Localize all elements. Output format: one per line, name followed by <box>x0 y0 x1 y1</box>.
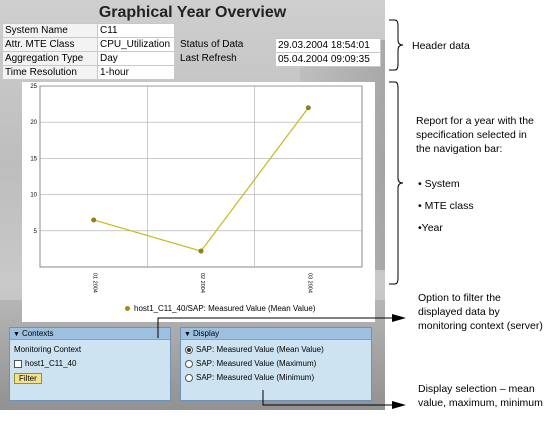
year-chart: 5 10 15 20 25 01 2004 02 2004 03 2004 <box>22 82 375 322</box>
bullet-system: • System <box>418 178 460 190</box>
display-option-label: SAP: Measured Value (Minimum) <box>196 373 315 382</box>
data-point <box>305 105 311 111</box>
collapse-triangle-icon[interactable]: ▼ <box>13 331 20 338</box>
display-annotation: Display selection – mean value, maximum,… <box>418 383 543 409</box>
context-checkbox-label: host1_C11_40 <box>25 359 77 368</box>
display-arrow-line <box>262 390 392 406</box>
last-refresh-value: 05.04.2004 09:09:35 <box>275 52 381 67</box>
display-option-label: SAP: Measured Value (Mean Value) <box>196 345 324 354</box>
page-title: Graphical Year Overview <box>98 4 287 21</box>
last-refresh-label: Last Refresh <box>180 53 237 64</box>
x-tick-label: 02 2004 <box>199 273 205 293</box>
display-option-label: SAP: Measured Value (Maximum) <box>196 359 317 368</box>
display-option-mean[interactable]: SAP: Measured Value (Mean Value) <box>185 345 371 354</box>
monitoring-context-label: Monitoring Context <box>14 345 82 354</box>
report-annotation: Report for a year with the specification… <box>416 115 534 155</box>
report-bracket <box>389 81 404 285</box>
y-tick-label: 5 <box>34 229 38 235</box>
line-chart: 5 10 15 20 25 01 2004 02 2004 03 2004 <box>30 84 363 293</box>
legend-marker <box>125 306 130 312</box>
x-tick-label: 03 2004 <box>306 273 312 293</box>
display-arrow-head <box>392 401 406 409</box>
y-tick-label: 20 <box>30 120 37 126</box>
context-checkbox[interactable] <box>14 359 22 368</box>
contexts-panel-title: Contexts <box>21 329 54 338</box>
context-option[interactable]: host1_C11_40 <box>14 359 170 368</box>
display-option-minimum[interactable]: SAP: Measured Value (Minimum) <box>185 373 371 382</box>
x-tick-label: 01 2004 <box>92 273 98 293</box>
display-option-maximum[interactable]: SAP: Measured Value (Maximum) <box>185 359 371 368</box>
bullet-year: •Year <box>418 222 443 234</box>
plot-area <box>39 85 363 268</box>
radio-button[interactable] <box>185 359 193 368</box>
data-point <box>91 217 97 223</box>
radio-button[interactable] <box>185 373 193 382</box>
y-tick-label: 10 <box>30 193 37 199</box>
filter-arrow-line <box>157 317 392 338</box>
collapse-triangle-icon[interactable]: ▼ <box>184 331 191 338</box>
display-panel: ▼ Display SAP: Measured Value (Mean Value… <box>180 327 372 401</box>
status-of-data-label: Status of Data <box>180 39 244 50</box>
y-tick-label: 25 <box>30 84 37 90</box>
chart-legend: host1_C11_40/SAP: Measured Value (Mean V… <box>125 304 315 313</box>
display-panel-title: Display <box>192 329 220 338</box>
y-tick-label: 15 <box>30 156 37 162</box>
header-bracket <box>389 19 404 71</box>
contexts-panel: ▼ Contexts Monitoring Context host1_C11_4… <box>9 327 171 401</box>
data-point <box>198 248 204 254</box>
radio-button[interactable] <box>185 345 193 354</box>
contexts-panel-header[interactable]: ▼ Contexts <box>10 328 170 340</box>
header-annotation: Header data <box>412 40 470 52</box>
time-resolution-value: 1-hour <box>97 65 175 80</box>
time-resolution-label: Time Resolution <box>2 65 98 80</box>
legend-label: host1_C11_40/SAP: Measured Value (Mean V… <box>134 304 316 313</box>
display-panel-header[interactable]: ▼ Display <box>181 328 371 340</box>
filter-annotation: Option to filter the displayed data by m… <box>418 292 543 332</box>
bullet-mte-class: • MTE class <box>418 200 474 212</box>
report-screenshot: Graphical Year Overview System Name C11 … <box>0 0 385 410</box>
filter-button[interactable]: Filter <box>14 373 42 384</box>
filter-arrow-head <box>392 314 406 322</box>
